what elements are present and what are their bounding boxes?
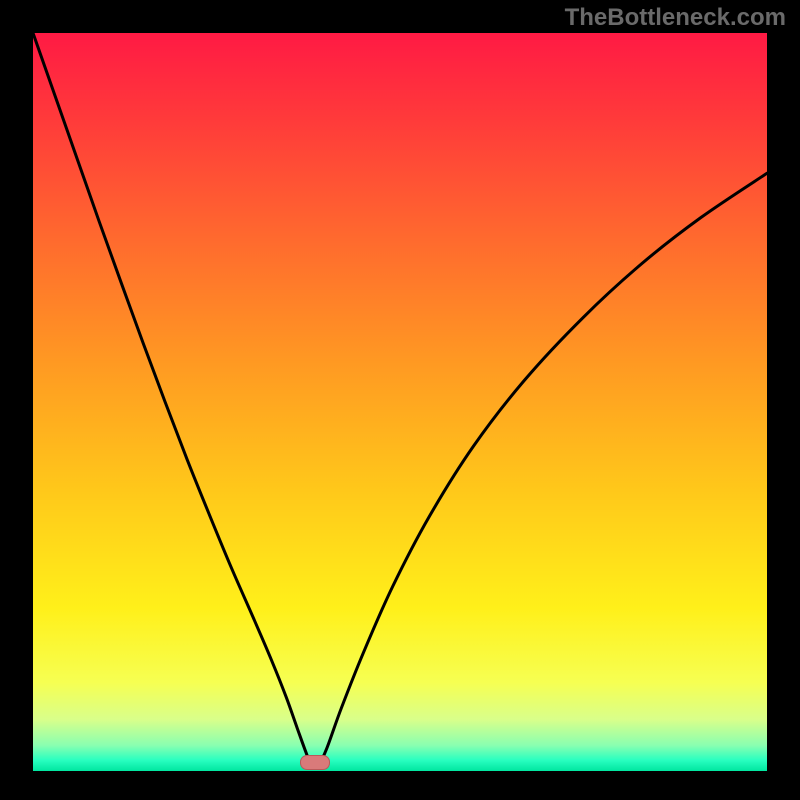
chart-frame: TheBottleneck.com <box>0 0 800 800</box>
curve-path <box>33 33 767 769</box>
bottleneck-curve <box>33 33 767 771</box>
plot-area <box>33 33 767 771</box>
minimum-marker <box>300 755 330 770</box>
watermark-text: TheBottleneck.com <box>565 4 786 32</box>
